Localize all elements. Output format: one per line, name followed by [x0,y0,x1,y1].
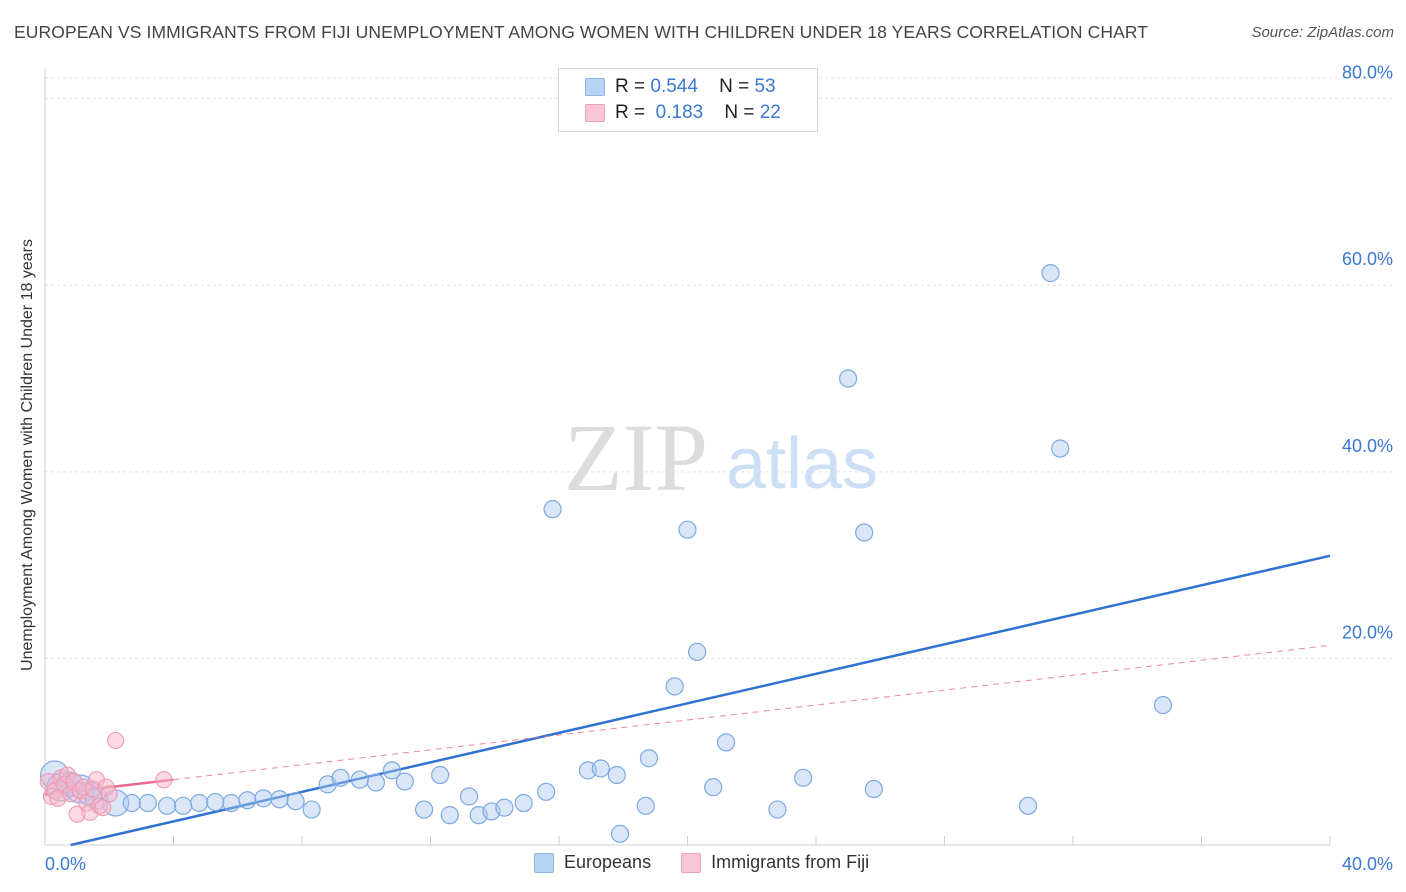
legend-r-value: 0.183 [655,102,704,123]
chart-title: EUROPEAN VS IMMIGRANTS FROM FIJI UNEMPLO… [14,22,1149,42]
europeans-point [440,806,459,825]
europeans-point [537,782,556,801]
legend-n-value: 22 [759,102,781,123]
europeans-point [157,796,177,815]
watermark-atlas: atlas [726,424,878,504]
legend-n-label: N = [719,76,750,97]
x-tick-label: 40.0% [1342,854,1393,874]
watermark-zip: ZIP [564,404,708,511]
europeans-point [350,770,369,789]
europeans-point [514,793,533,813]
europeans-point [495,798,514,817]
y-tick-label: 20.0% [1342,622,1393,642]
europeans-point [122,793,141,813]
legend-row-fiji: R = 0.183 N = 22 [585,101,781,125]
europeans-point [459,787,479,806]
europeans-points [40,264,1173,843]
legend-r-label: R = [615,102,646,123]
legend-label-fiji: Immigrants from Fiji [711,852,870,872]
europeans-point [678,520,697,539]
europeans-trend-line [70,554,1331,847]
fiji-points [39,731,173,823]
source-credit: Source: ZipAtlas.com [1251,24,1394,41]
europeans-point [331,768,350,787]
y-tick-label: 80.0% [1342,63,1393,83]
europeans-point [395,772,414,791]
grid-lines [45,77,1392,659]
fiji-trend-extension [173,644,1331,781]
europeans-point [206,792,225,812]
legend-swatch-fiji [585,104,605,122]
europeans-point [864,779,883,799]
legend-n-label: N = [724,102,755,123]
europeans-point [270,790,289,809]
fiji-point [155,771,173,789]
europeans-point [639,749,659,768]
europeans-point [1153,695,1173,715]
europeans-point [610,824,630,843]
legend-n-value: 53 [754,76,776,97]
europeans-point [636,796,655,815]
europeans-point [607,765,626,785]
europeans-point [431,765,450,785]
legend-swatch-europeans [585,78,605,96]
europeans-point [839,369,858,388]
europeans-point [704,778,723,797]
europeans-point [716,733,736,752]
watermark: ZIP atlas [564,404,878,511]
europeans-point [174,796,193,815]
europeans-point [238,791,257,810]
europeans-point [222,793,241,813]
europeans-point [286,792,305,811]
legend-r-label: R = [615,76,646,97]
europeans-point [254,789,273,808]
europeans-point [1018,796,1038,815]
europeans-point [768,800,787,819]
axes [44,68,1331,846]
fiji-point [107,731,125,750]
y-tick-label: 60.0% [1342,249,1393,269]
europeans-point [543,500,562,519]
europeans-point [1051,439,1070,458]
correlation-legend: R = 0.544 N = 53 R = 0.183 N = 22 [558,68,818,132]
x-tick-label: 0.0% [45,854,86,874]
legend-item-fiji: Immigrants from Fiji [681,852,869,873]
europeans-point [591,759,610,778]
legend-item-europeans: Europeans [534,852,651,873]
europeans-point [190,793,209,813]
europeans-point [138,793,157,813]
series-legend: Europeans Immigrants from Fiji [534,852,899,873]
europeans-point [665,677,684,696]
legend-label-europeans: Europeans [564,852,652,872]
europeans-point [855,523,874,542]
europeans-point [1041,264,1060,283]
europeans-point [302,800,321,819]
europeans-point [688,642,707,661]
europeans-point [794,768,813,787]
europeans-point [414,800,434,819]
fiji-point [94,799,112,817]
europeans-point [382,761,402,780]
legend-swatch-europeans [534,852,554,873]
legend-r-value: 0.544 [650,76,698,97]
legend-row-europeans: R = 0.544 N = 53 [585,75,776,99]
europeans-point [366,773,385,792]
legend-swatch-fiji [681,852,702,873]
fiji-point [100,785,118,803]
y-tick-label: 40.0% [1342,436,1393,456]
tick-labels: 20.0% 40.0% 60.0% 80.0% 0.0% 40.0% [45,63,1393,874]
